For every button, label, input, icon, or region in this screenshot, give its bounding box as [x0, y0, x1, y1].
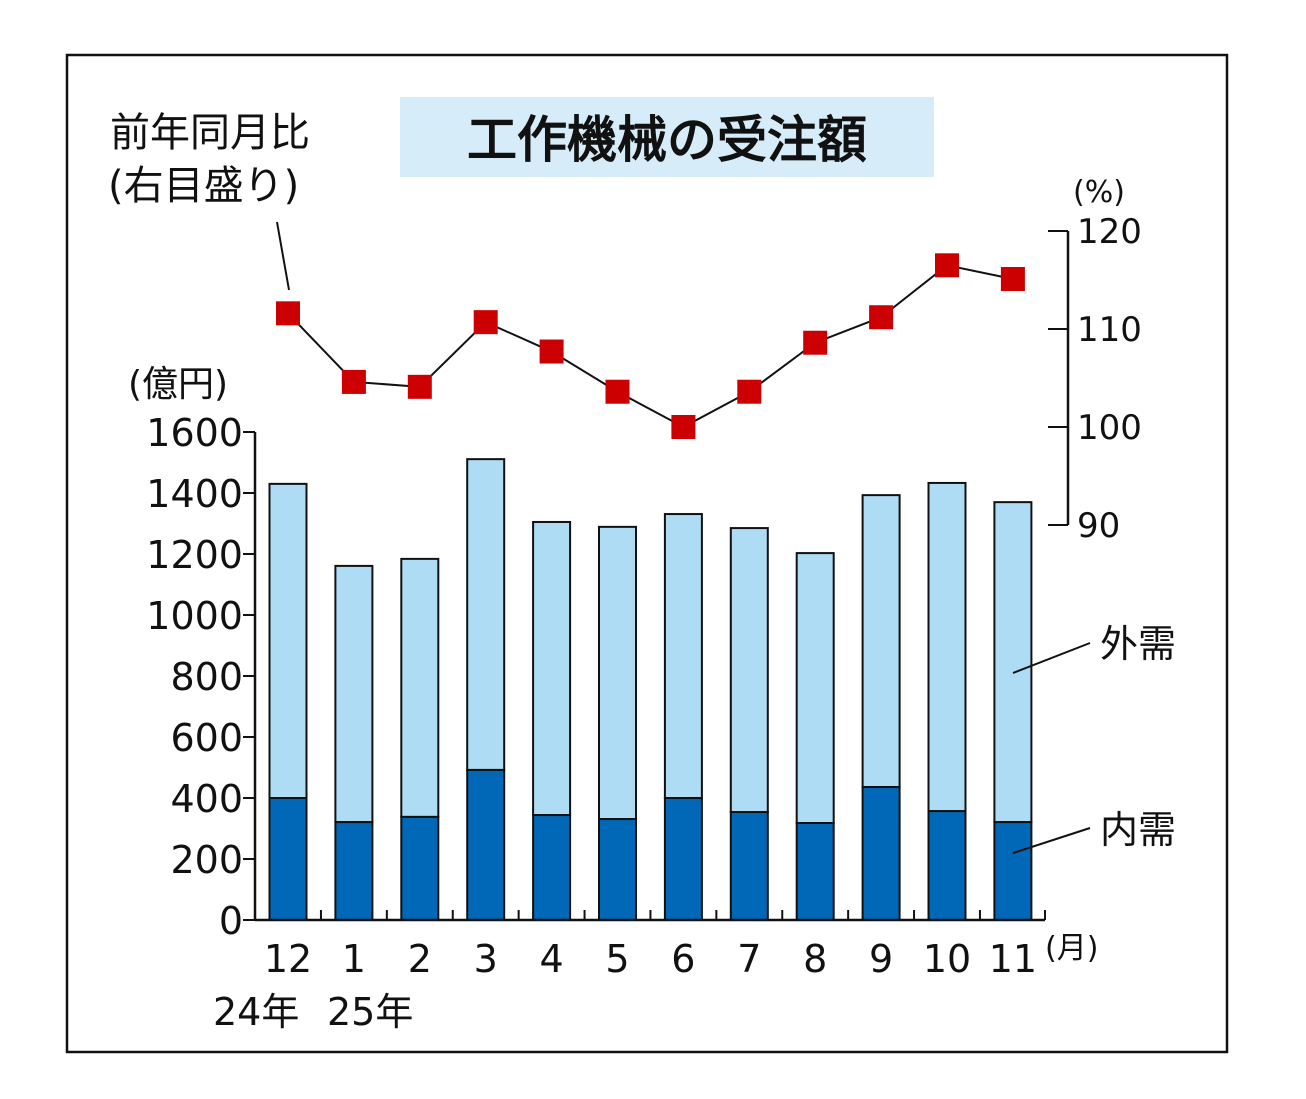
x-tick-label: 8	[803, 937, 827, 981]
bar-domestic	[466, 768, 506, 921]
bar-domestic	[334, 821, 374, 921]
yoy-marker	[276, 301, 300, 326]
x-tick-label: 1	[342, 937, 366, 981]
x-tick-label: 7	[737, 937, 761, 981]
bar-foreign	[795, 552, 835, 825]
yoy-marker	[671, 415, 696, 439]
chart-title: 工作機械の受注額	[467, 111, 867, 169]
left-tick-label: 1400	[146, 472, 243, 516]
yoy-marker	[737, 379, 762, 404]
x-tick-label: 5	[605, 937, 629, 981]
bar-domestic	[663, 797, 703, 921]
legend-leader-foreign	[1012, 642, 1091, 674]
legend-label-foreign: 外需	[1100, 622, 1176, 666]
x-axis-unit: (月)	[1045, 931, 1098, 966]
bar-foreign	[466, 458, 506, 771]
bar-domestic	[400, 815, 440, 921]
yoy-marker	[605, 379, 630, 404]
left-tick-label: 800	[170, 655, 243, 699]
left-tick-label: 200	[170, 838, 243, 882]
left-tick-label: 1200	[146, 533, 243, 577]
bar-foreign	[400, 557, 440, 818]
left-axis-unit: (億円)	[128, 364, 228, 405]
left-tick-label: 600	[170, 716, 243, 760]
left-tick-label: 1000	[146, 594, 243, 638]
bar-foreign	[268, 482, 308, 799]
x-tick-label: 12	[264, 937, 312, 981]
x-tick-label: 10	[923, 937, 971, 981]
year-label-25: 25年	[327, 990, 413, 1034]
bar-foreign	[993, 501, 1033, 824]
line-series-note: (右目盛り)	[108, 163, 299, 209]
bar-foreign	[663, 513, 703, 799]
bar-foreign	[334, 564, 374, 824]
bar-domestic	[729, 811, 769, 922]
yoy-marker	[935, 253, 959, 278]
legend-leader-domestic	[1012, 827, 1091, 854]
line-series-leader	[276, 221, 290, 291]
bar-domestic	[993, 821, 1033, 921]
yoy-marker	[539, 339, 564, 364]
bar-foreign	[598, 525, 637, 821]
year-label-24: 24年	[213, 990, 299, 1034]
yoy-marker	[803, 330, 828, 355]
yoy-marker	[341, 369, 366, 394]
x-tick-label: 2	[408, 937, 432, 981]
bar-domestic	[795, 822, 835, 922]
yoy-marker	[1000, 267, 1025, 292]
x-tick-label: 11	[989, 937, 1037, 981]
bar-foreign	[861, 494, 901, 789]
x-tick-label: 9	[869, 937, 893, 981]
title-background	[400, 97, 934, 177]
bar-domestic	[598, 818, 637, 921]
frame	[65, 53, 1229, 1054]
line-series-label: 前年同月比	[110, 110, 310, 156]
bar-domestic	[268, 797, 308, 921]
right-tick-label: 90	[1077, 506, 1120, 546]
x-tick-label: 4	[540, 937, 564, 981]
x-tick-label: 3	[474, 937, 498, 981]
x-tick-label: 6	[671, 937, 695, 981]
yoy-marker	[473, 310, 498, 335]
right-tick-label: 120	[1077, 212, 1142, 252]
bar-foreign	[729, 527, 769, 814]
right-axis-unit: (%)	[1073, 175, 1125, 210]
left-tick-label: 0	[219, 899, 243, 943]
bar-domestic	[532, 814, 572, 922]
bar-domestic	[927, 810, 967, 921]
yoy-marker	[407, 374, 432, 399]
left-tick-label: 1600	[146, 411, 243, 455]
right-tick-label: 100	[1077, 408, 1142, 448]
left-tick-label: 400	[170, 777, 243, 821]
legend-label-domestic: 内需	[1100, 808, 1176, 852]
right-tick-label: 110	[1077, 310, 1142, 350]
bar-domestic	[861, 786, 901, 922]
yoy-marker	[869, 305, 894, 330]
bar-foreign	[927, 481, 967, 813]
bar-foreign	[532, 520, 572, 817]
